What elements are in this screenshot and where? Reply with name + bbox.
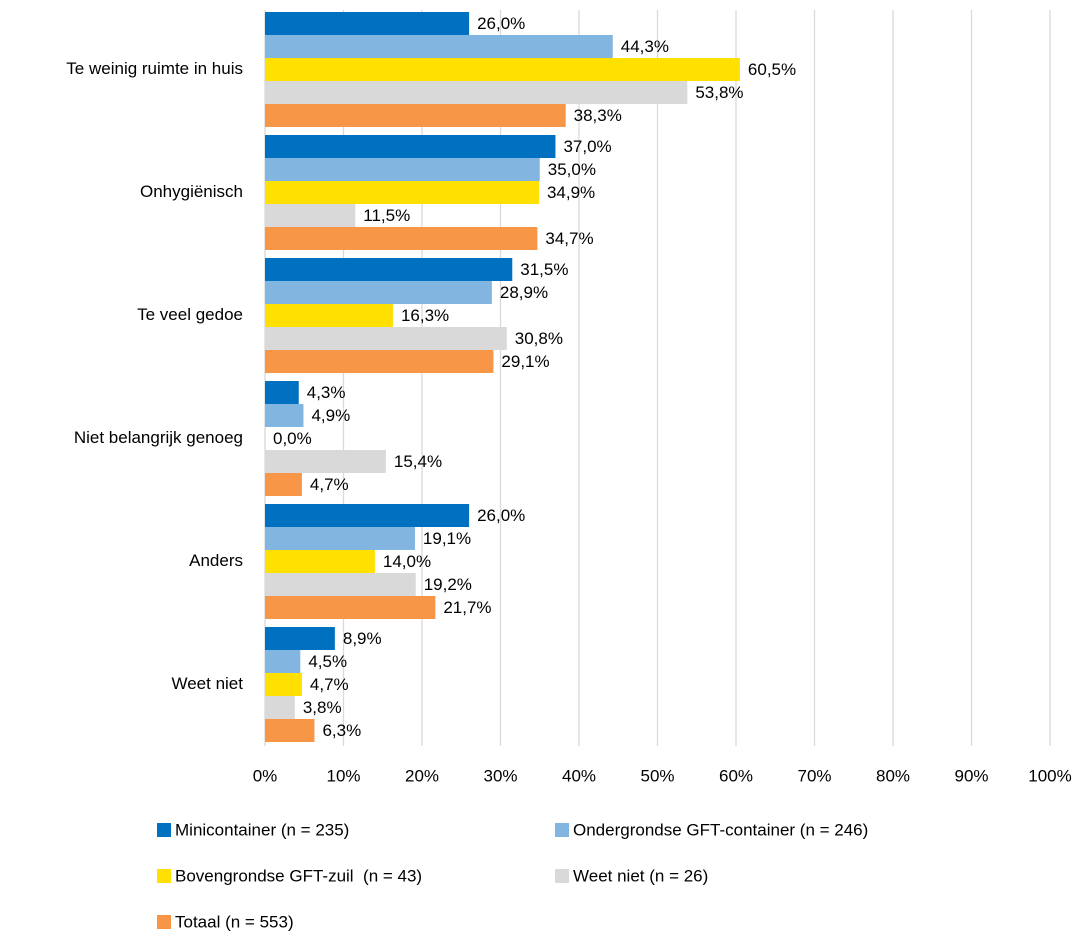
legend-swatch [157, 869, 171, 883]
value-label: 4,3% [307, 383, 346, 402]
bar [265, 696, 295, 719]
x-tick-label: 100% [1028, 766, 1071, 785]
bar [265, 650, 301, 673]
value-label: 38,3% [574, 106, 622, 125]
x-tick-label: 0% [253, 766, 278, 785]
category-label: Weet niet [171, 674, 243, 693]
legend-swatch [157, 823, 171, 837]
bar [265, 281, 492, 304]
x-tick-label: 30% [483, 766, 517, 785]
bar [265, 35, 613, 58]
category-label: Te veel gedoe [137, 305, 243, 324]
legend-swatch [555, 823, 569, 837]
value-label: 31,5% [520, 260, 568, 279]
bar [265, 404, 304, 427]
value-label: 4,5% [308, 652, 347, 671]
value-label: 29,1% [501, 352, 549, 371]
bar [265, 104, 566, 127]
value-label: 16,3% [401, 306, 449, 325]
bar [265, 12, 470, 35]
x-tick-label: 50% [640, 766, 674, 785]
bar [265, 304, 393, 327]
bar [265, 327, 507, 350]
bar [265, 719, 315, 742]
bar [265, 381, 299, 404]
value-label: 3,8% [303, 698, 342, 717]
legend-label: Bovengrondse GFT-zuil (n = 43) [175, 866, 422, 885]
value-label: 4,7% [310, 675, 349, 694]
value-label: 11,5% [363, 206, 410, 225]
legend-label: Minicontainer (n = 235) [175, 820, 349, 839]
x-tick-label: 70% [797, 766, 831, 785]
value-label: 19,1% [423, 529, 471, 548]
bar [265, 158, 540, 181]
bar [265, 181, 539, 204]
x-tick-label: 20% [405, 766, 439, 785]
category-label: Te weinig ruimte in huis [66, 59, 243, 78]
category-label: Onhygiënisch [140, 182, 243, 201]
value-label: 37,0% [563, 137, 611, 156]
value-label: 4,7% [310, 475, 349, 494]
x-tick-label: 60% [719, 766, 753, 785]
legend-label: Weet niet (n = 26) [573, 866, 708, 885]
bar [265, 550, 375, 573]
bar [265, 596, 436, 619]
value-label: 4,9% [311, 406, 350, 425]
value-label: 26,0% [477, 506, 525, 525]
x-tick-label: 80% [876, 766, 910, 785]
value-label: 34,7% [545, 229, 593, 248]
value-label: 0,0% [273, 429, 312, 448]
bar [265, 673, 302, 696]
x-tick-label: 10% [326, 766, 360, 785]
bar [265, 527, 415, 550]
value-label: 21,7% [443, 598, 491, 617]
bar [265, 473, 302, 496]
bar [265, 573, 416, 596]
bar [265, 504, 470, 527]
x-tick-label: 40% [562, 766, 596, 785]
value-label: 34,9% [547, 183, 595, 202]
category-label: Niet belangrijk genoeg [74, 428, 243, 447]
category-label: Anders [189, 551, 243, 570]
bar [265, 135, 556, 158]
bar [265, 258, 513, 281]
value-label: 60,5% [748, 60, 796, 79]
value-label: 14,0% [383, 552, 431, 571]
value-label: 28,9% [500, 283, 548, 302]
bar [265, 227, 538, 250]
legend-label: Totaal (n = 553) [175, 912, 294, 931]
value-label: 30,8% [515, 329, 563, 348]
legend-swatch [555, 869, 569, 883]
value-label: 6,3% [322, 721, 361, 740]
x-tick-label: 90% [954, 766, 988, 785]
bar [265, 450, 386, 473]
bar [265, 627, 335, 650]
bar [265, 81, 688, 104]
bar [265, 204, 356, 227]
legend-swatch [157, 915, 171, 929]
bar [265, 350, 494, 373]
value-label: 8,9% [343, 629, 382, 648]
value-label: 26,0% [477, 14, 525, 33]
value-label: 15,4% [394, 452, 442, 471]
value-label: 53,8% [695, 83, 743, 102]
value-label: 35,0% [548, 160, 596, 179]
bar [265, 58, 740, 81]
value-label: 19,2% [424, 575, 472, 594]
value-label: 44,3% [621, 37, 669, 56]
legend-label: Ondergrondse GFT-container (n = 246) [573, 820, 868, 839]
